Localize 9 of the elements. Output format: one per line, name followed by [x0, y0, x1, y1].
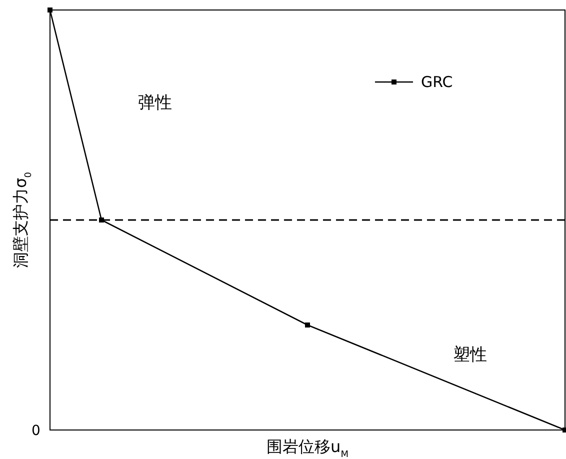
legend-label: GRC — [421, 73, 453, 91]
point — [99, 218, 104, 222]
point — [562, 428, 566, 432]
point — [48, 8, 52, 12]
point — [305, 322, 310, 328]
annotation: 塑性 — [453, 345, 487, 365]
text: 0 — [32, 423, 40, 439]
x-axis-title: 围岩位移u$_{M}$ — [266, 437, 348, 459]
annotation: 弹性 — [138, 93, 172, 113]
